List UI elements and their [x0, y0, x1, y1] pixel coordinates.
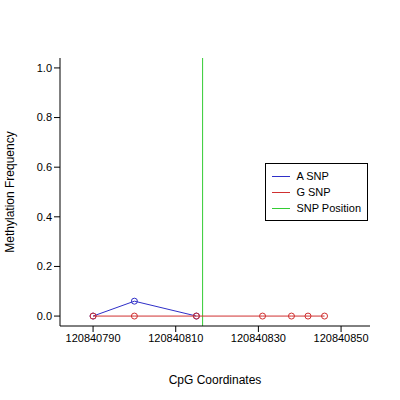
html-text:SNP Position: SNP Position: [296, 202, 361, 214]
html-text:G SNP: G SNP: [296, 186, 331, 198]
svg-text:Methylation Frequency: Methylation Frequency: [8, 131, 17, 252]
svg-text:120840790: 120840790: [66, 332, 121, 344]
svg-text:0.8: 0.8: [37, 111, 52, 123]
svg-text:0.4: 0.4: [37, 211, 52, 223]
svg-text:1.0: 1.0: [37, 62, 52, 74]
svg-text:0.6: 0.6: [37, 161, 52, 173]
svg-text:120840810: 120840810: [148, 332, 203, 344]
svg-text:120840850: 120840850: [314, 332, 369, 344]
svg-text:0.2: 0.2: [37, 260, 52, 272]
svg-text:CpG Coordinates: CpG Coordinates: [169, 373, 262, 387]
svg-text:0.0: 0.0: [37, 310, 52, 322]
svg-text:120840830: 120840830: [231, 332, 286, 344]
html-text:A SNP: A SNP: [296, 170, 329, 182]
